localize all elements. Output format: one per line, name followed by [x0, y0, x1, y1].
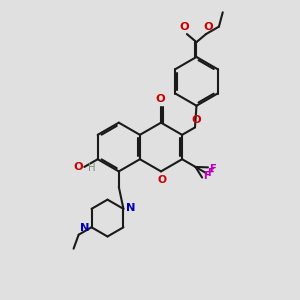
Text: O: O	[180, 22, 189, 32]
Text: F: F	[209, 164, 216, 174]
Text: F: F	[203, 171, 210, 181]
Text: N: N	[125, 203, 135, 213]
Text: O: O	[158, 175, 167, 185]
Text: H: H	[88, 164, 96, 173]
Text: N: N	[80, 223, 89, 233]
Text: F: F	[208, 168, 214, 178]
Text: O: O	[73, 162, 83, 172]
Text: O: O	[155, 94, 165, 104]
Text: O: O	[192, 115, 201, 125]
Text: O: O	[203, 22, 213, 32]
